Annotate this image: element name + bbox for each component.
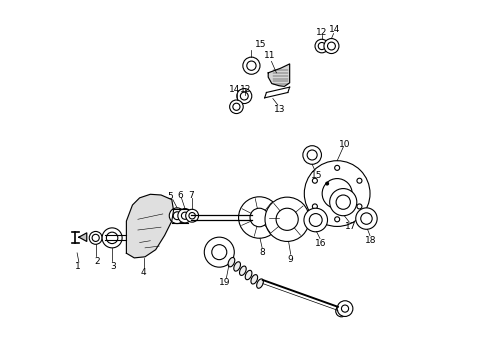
Text: 9: 9 (288, 255, 294, 264)
Circle shape (337, 301, 353, 316)
Circle shape (243, 57, 260, 74)
Text: 4: 4 (140, 268, 146, 277)
Circle shape (92, 234, 99, 242)
Text: 1: 1 (75, 262, 81, 271)
Text: 19: 19 (219, 278, 230, 287)
Text: 18: 18 (365, 236, 376, 245)
Circle shape (89, 231, 102, 244)
Circle shape (361, 213, 372, 224)
Circle shape (313, 204, 318, 209)
Ellipse shape (257, 279, 263, 288)
Text: 14: 14 (229, 85, 241, 94)
Circle shape (318, 42, 325, 50)
Polygon shape (126, 194, 173, 258)
Circle shape (336, 195, 350, 209)
Text: 5: 5 (167, 192, 173, 201)
Circle shape (102, 228, 122, 248)
Text: 3: 3 (110, 262, 116, 271)
Circle shape (106, 232, 118, 244)
Text: 17: 17 (344, 222, 356, 231)
Circle shape (307, 150, 317, 160)
Circle shape (239, 197, 280, 238)
Ellipse shape (245, 270, 252, 280)
Circle shape (330, 189, 357, 216)
Circle shape (335, 217, 340, 222)
Text: 11: 11 (264, 51, 276, 60)
Circle shape (250, 208, 269, 227)
Circle shape (186, 209, 198, 222)
Text: 15: 15 (255, 40, 267, 49)
Circle shape (326, 182, 329, 185)
Circle shape (241, 92, 248, 100)
Circle shape (303, 146, 321, 164)
Circle shape (247, 61, 256, 70)
Circle shape (189, 212, 196, 219)
Polygon shape (79, 233, 87, 242)
Circle shape (342, 305, 348, 312)
Circle shape (336, 305, 347, 317)
Circle shape (233, 103, 240, 111)
Text: 13: 13 (274, 105, 285, 114)
Circle shape (178, 208, 192, 223)
Text: 6: 6 (177, 190, 183, 199)
Text: 2: 2 (94, 257, 99, 266)
Circle shape (173, 212, 181, 220)
Circle shape (230, 100, 243, 113)
Circle shape (265, 197, 309, 242)
Circle shape (181, 212, 189, 219)
Ellipse shape (234, 262, 241, 271)
Circle shape (304, 161, 370, 226)
Circle shape (237, 89, 252, 104)
Circle shape (324, 39, 339, 54)
Text: 8: 8 (259, 248, 265, 257)
Text: 14: 14 (329, 25, 341, 34)
Circle shape (212, 245, 227, 260)
Text: 7: 7 (188, 190, 194, 199)
Circle shape (356, 208, 377, 229)
Circle shape (313, 178, 318, 183)
Ellipse shape (228, 257, 235, 267)
Text: 15: 15 (311, 171, 322, 180)
Circle shape (169, 208, 185, 224)
Text: 16: 16 (316, 239, 327, 248)
Circle shape (357, 204, 362, 209)
Text: 12: 12 (240, 85, 251, 94)
Ellipse shape (240, 266, 246, 275)
Circle shape (357, 178, 362, 183)
Circle shape (322, 179, 352, 208)
Circle shape (304, 208, 327, 232)
Circle shape (315, 39, 329, 53)
Text: 10: 10 (339, 140, 351, 149)
Polygon shape (268, 64, 290, 86)
Text: 12: 12 (316, 28, 327, 37)
Circle shape (335, 165, 340, 170)
Circle shape (309, 213, 322, 226)
Circle shape (327, 42, 335, 50)
Circle shape (276, 208, 298, 230)
Circle shape (204, 237, 234, 267)
Ellipse shape (251, 275, 258, 284)
